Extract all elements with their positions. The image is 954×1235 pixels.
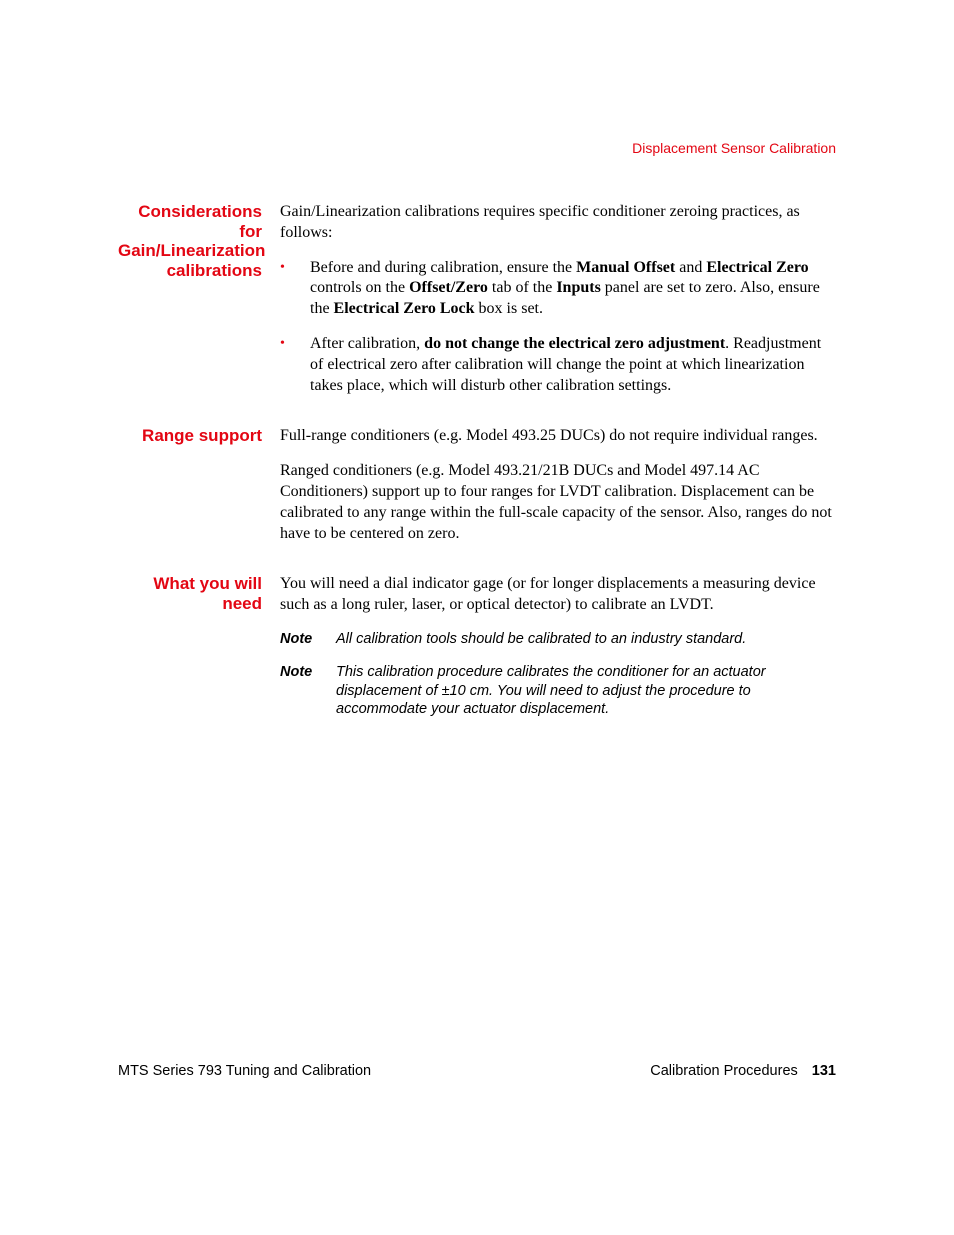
side-heading-what-you-will-need: What you will need (118, 574, 280, 733)
bullet-item: • After calibration, do not change the e… (280, 334, 836, 396)
page-number: 131 (812, 1063, 836, 1079)
header-section-title: Displacement Sensor Calibration (118, 140, 836, 156)
page: Displacement Sensor Calibration Consider… (0, 0, 954, 1235)
side-heading-range-support: Range support (118, 426, 280, 558)
note-label: Note (280, 663, 336, 720)
bullet-marker-icon: • (280, 258, 310, 320)
note-text: This calibration procedure calibrates th… (336, 663, 836, 720)
footer-right: Calibration Procedures 131 (650, 1063, 836, 1079)
bullet-text: After calibration, do not change the ele… (310, 334, 836, 396)
bullet-marker-icon: • (280, 334, 310, 396)
section-what-you-will-need: What you will need You will need a dial … (118, 574, 836, 733)
section-considerations: Considerations for Gain/Linearization ca… (118, 202, 836, 410)
page-footer: MTS Series 793 Tuning and Calibration Ca… (118, 1063, 836, 1079)
section-range-support: Range support Full-range conditioners (e… (118, 426, 836, 558)
section-body: Full-range conditioners (e.g. Model 493.… (280, 426, 836, 558)
note-row: Note All calibration tools should be cal… (280, 630, 836, 649)
side-heading-considerations: Considerations for Gain/Linearization ca… (118, 202, 280, 410)
footer-section-name: Calibration Procedures (650, 1063, 798, 1079)
paragraph: Full-range conditioners (e.g. Model 493.… (280, 426, 836, 447)
paragraph: You will need a dial indicator gage (or … (280, 574, 836, 616)
bullet-item: • Before and during calibration, ensure … (280, 258, 836, 320)
bullet-list: • Before and during calibration, ensure … (280, 258, 836, 397)
footer-left: MTS Series 793 Tuning and Calibration (118, 1063, 371, 1079)
section-body: You will need a dial indicator gage (or … (280, 574, 836, 733)
note-label: Note (280, 630, 336, 649)
note-row: Note This calibration procedure calibrat… (280, 663, 836, 720)
intro-paragraph: Gain/Linearization calibrations requires… (280, 202, 836, 244)
section-body: Gain/Linearization calibrations requires… (280, 202, 836, 410)
bullet-text: Before and during calibration, ensure th… (310, 258, 836, 320)
note-text: All calibration tools should be calibrat… (336, 630, 836, 649)
paragraph: Ranged conditioners (e.g. Model 493.21/2… (280, 461, 836, 544)
